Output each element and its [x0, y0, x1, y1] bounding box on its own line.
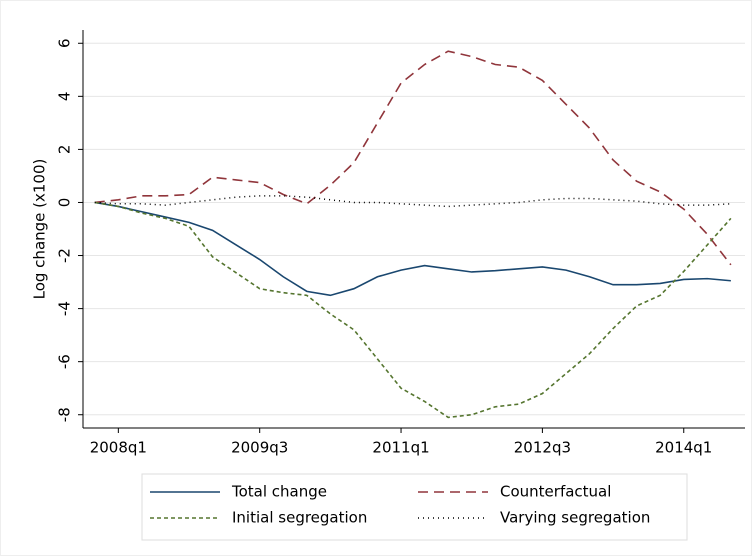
y-tick-label: -2 [56, 248, 74, 263]
y-tick-label: 6 [56, 38, 74, 48]
y-tick-label: -6 [56, 354, 74, 369]
x-tick-label: 2014q1 [655, 439, 712, 457]
legend-box [141, 473, 688, 541]
x-tick-label: 2008q1 [90, 439, 147, 457]
y-tick-label: 0 [56, 198, 74, 208]
y-tick-label: -4 [56, 301, 74, 316]
x-tick-label: 2012q3 [514, 439, 571, 457]
legend-label: Total change [231, 483, 327, 501]
y-tick-label: 2 [56, 145, 74, 155]
series-line [94, 50, 732, 266]
y-tick-label: 4 [56, 92, 74, 102]
x-tick-label: 2009q3 [231, 439, 288, 457]
x-tick-label: 2011q1 [372, 439, 429, 457]
legend-label: Varying segregation [500, 509, 650, 527]
y-axis-label: Log change (x100) [31, 159, 49, 300]
y-tick-label: -8 [56, 407, 74, 422]
legend-label: Counterfactual [500, 483, 611, 501]
series-line [94, 201, 732, 419]
legend-label: Initial segregation [232, 509, 367, 527]
series-line [94, 201, 731, 297]
